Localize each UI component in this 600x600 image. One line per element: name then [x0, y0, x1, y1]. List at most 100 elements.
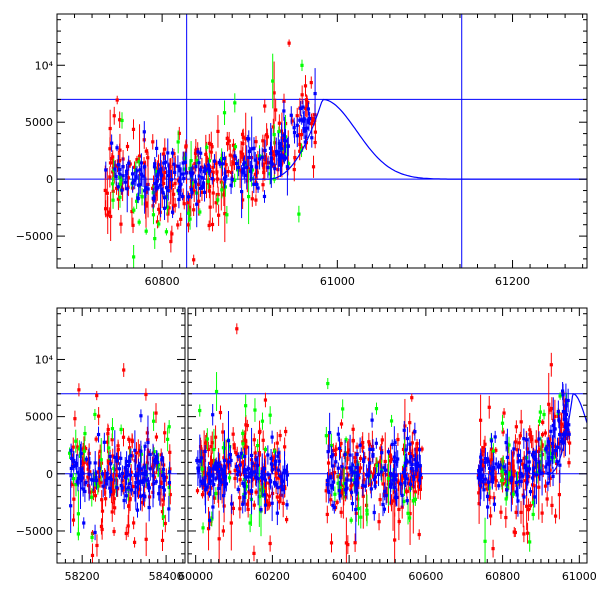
data-point [76, 471, 80, 475]
green-point [507, 436, 511, 454]
data-point [176, 188, 181, 193]
green-point [119, 424, 123, 435]
red-point [198, 437, 203, 456]
data-point [358, 466, 363, 470]
data-point [404, 489, 408, 493]
red-point [361, 432, 365, 453]
data-point [303, 140, 307, 144]
data-point [234, 161, 239, 166]
data-point [302, 129, 306, 133]
data-point [109, 462, 113, 466]
data-point [204, 441, 208, 445]
red-point [157, 203, 161, 216]
data-point [363, 455, 367, 460]
data-point [200, 184, 205, 188]
data-point [197, 161, 201, 165]
blue-point [125, 169, 129, 178]
blue-point [254, 454, 258, 466]
red-point [265, 128, 269, 146]
red-point [210, 217, 215, 232]
data-point [114, 186, 119, 190]
blue-point [242, 155, 247, 171]
data-point [247, 490, 251, 494]
red-point [253, 446, 257, 460]
data-point [146, 187, 150, 191]
data-point [132, 521, 136, 525]
data-point [370, 444, 374, 449]
data-point [283, 156, 288, 160]
data-point [305, 126, 309, 130]
red-point [297, 124, 301, 145]
red-point [231, 154, 235, 174]
y-tick-label: 5000 [25, 411, 53, 424]
red-point [285, 515, 289, 524]
blue-point [240, 165, 244, 219]
data-point [99, 524, 104, 529]
data-point [115, 485, 119, 490]
data-point [170, 151, 175, 155]
red-point [396, 433, 400, 446]
red-point [100, 519, 104, 540]
red-point [179, 212, 183, 226]
data-point [353, 541, 357, 545]
blue-point [205, 483, 209, 492]
data-point [100, 527, 104, 532]
data-point [172, 162, 176, 166]
data-point [267, 481, 271, 485]
data-point [325, 512, 329, 517]
data-point [301, 119, 306, 123]
data-point [88, 461, 92, 465]
data-point [270, 467, 275, 472]
data-point [324, 489, 328, 493]
green-point [389, 414, 394, 427]
blue-point [110, 134, 114, 152]
data-point [96, 485, 100, 489]
green-point [198, 208, 202, 216]
blue-point [384, 486, 388, 505]
red-point [290, 116, 294, 126]
data-point [231, 432, 235, 436]
data-point [132, 255, 136, 259]
data-point [267, 503, 272, 507]
data-point [383, 459, 387, 464]
green-point [151, 411, 156, 431]
red-point [268, 535, 272, 552]
red-point [111, 471, 116, 489]
x-tick-label: 61200 [495, 275, 530, 288]
data-point [246, 507, 250, 512]
red-point [254, 194, 258, 206]
blue-point [374, 437, 378, 449]
blue-point [207, 490, 212, 498]
data-point [415, 441, 419, 446]
red-point [515, 437, 519, 462]
data-point [151, 419, 156, 423]
data-point [540, 433, 545, 437]
data-point [389, 501, 394, 505]
data-point [120, 486, 124, 490]
data-point [133, 473, 137, 478]
blue-point [139, 162, 144, 186]
data-point [116, 163, 120, 167]
data-point [154, 480, 158, 484]
red-point [518, 431, 522, 440]
data-point [193, 151, 198, 155]
data-point [72, 497, 76, 501]
red-point [528, 501, 532, 511]
data-point [70, 456, 74, 461]
data-point [215, 467, 219, 471]
red-point [207, 133, 211, 153]
data-point [482, 464, 486, 468]
data-point [293, 156, 297, 160]
data-point [242, 495, 246, 499]
blue-point [303, 135, 307, 149]
data-point [254, 198, 258, 202]
data-point [313, 91, 317, 96]
blue-point [138, 175, 142, 194]
data-point [126, 486, 130, 490]
data-point [112, 529, 116, 534]
red-point [95, 534, 99, 557]
red-point [221, 422, 225, 442]
data-point [356, 497, 360, 501]
data-point [371, 472, 376, 476]
data-point [309, 80, 313, 85]
